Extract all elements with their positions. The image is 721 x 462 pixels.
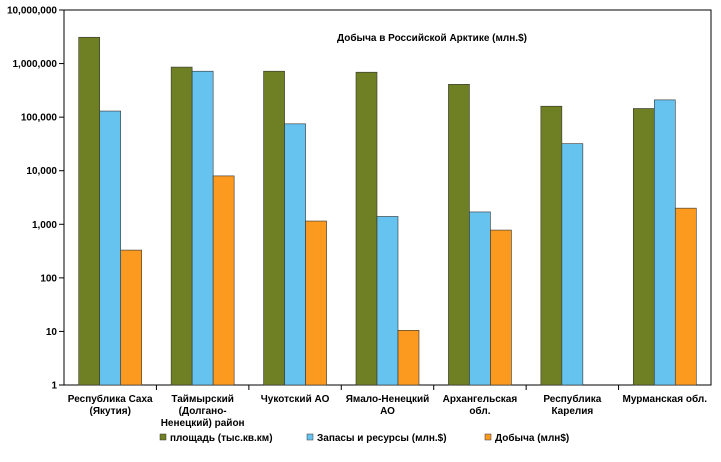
bar — [263, 70, 285, 386]
y-tick-label: 100,000 — [21, 113, 58, 124]
legend-label: Запасы и ресурсы (млн.$) — [317, 433, 447, 444]
y-tick-label: 10 — [46, 327, 58, 338]
bar — [355, 71, 378, 386]
legend-swatch — [484, 433, 492, 441]
bar — [540, 105, 563, 386]
x-tick-label: Таймырский (Долгано-Ненецкий) район — [161, 394, 245, 429]
legend-swatch — [306, 433, 314, 441]
bar — [191, 70, 214, 386]
bar — [469, 211, 491, 386]
x-tick-label: Республика Саха (Якутия) — [68, 393, 153, 417]
plot-area: 1 10 100 1,000 10,000 100,000 1,000,000 10,000,… — [7, 6, 712, 429]
chart-title: Добыча в Российской Арктике (млн.$) — [337, 32, 527, 44]
bar — [284, 123, 306, 386]
x-tick-label: Мурманская обл. — [623, 393, 708, 405]
x-tick-label: Ямало-Ненецкий АО — [346, 394, 430, 417]
bar — [674, 207, 697, 386]
bar — [99, 110, 122, 386]
bar — [561, 143, 584, 386]
legend: площадь (тыс.кв.км) Запасы и ресурсы (млн… — [159, 432, 569, 444]
bar — [653, 99, 676, 386]
bar — [120, 249, 143, 386]
x-tick-label: Архангельская обл. — [443, 394, 518, 417]
y-tick-label: 100 — [40, 273, 57, 284]
legend-swatch — [159, 433, 167, 441]
legend-label: Добыча (млн$) — [495, 432, 569, 444]
y-tick-label: 1,000,000 — [13, 59, 58, 70]
y-tick-label: 10,000,000 — [7, 6, 57, 17]
y-tick-label: 1 — [51, 381, 57, 392]
bar — [490, 229, 512, 386]
bar — [78, 36, 101, 386]
legend-label: площадь (тыс.кв.км) — [170, 433, 273, 444]
bar — [397, 329, 420, 386]
x-tick-label: Чукотский АО — [261, 394, 330, 405]
bar — [170, 66, 193, 386]
bar — [212, 175, 235, 386]
y-tick-label: 10,000 — [26, 166, 57, 177]
bar — [632, 108, 655, 386]
bar — [305, 220, 327, 386]
x-tick-label: Республика Карелия — [543, 393, 601, 417]
bar — [376, 216, 399, 386]
y-tick-label: 1,000 — [32, 220, 57, 231]
bar — [448, 84, 470, 386]
